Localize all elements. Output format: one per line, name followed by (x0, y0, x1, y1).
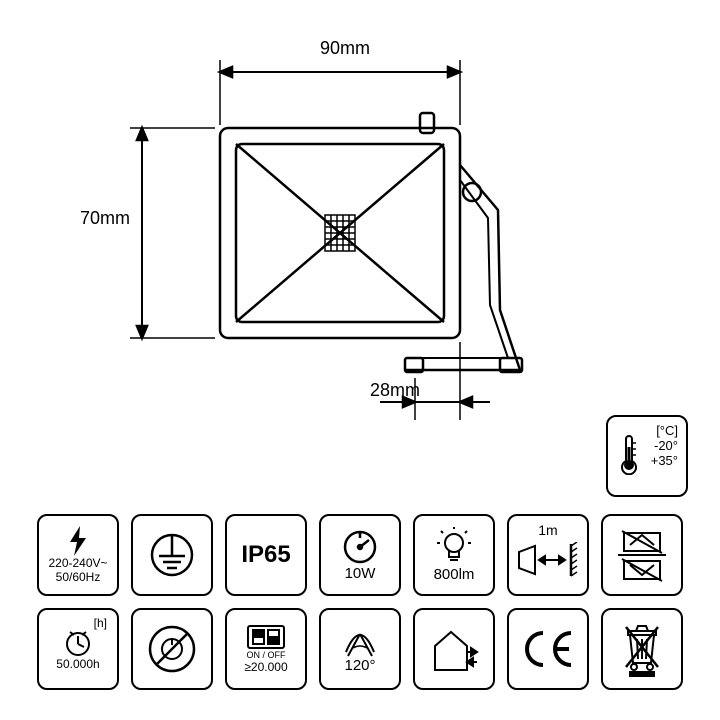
spec-beam-angle: 120° (319, 608, 401, 690)
spec-no-dimmer (131, 608, 213, 690)
technical-drawing: 90mm 70mm 28mm (0, 0, 720, 430)
spec-ip-rating: IP65 (225, 514, 307, 596)
spec-switch-cycles: ON / OFF ≥20.000 (225, 608, 307, 690)
distance-text: 1m (538, 522, 557, 538)
spec-weee (601, 608, 683, 690)
spec-lifetime: [h] 50.000h (37, 608, 119, 690)
switch-onoff-text: ON / OFF (247, 650, 286, 660)
wattage-text: 10W (345, 566, 376, 583)
spec-wattage: 10W (319, 514, 401, 596)
spec-voltage: 220-240V~ 50/60Hz (37, 514, 119, 596)
lumens-text: 800lm (434, 567, 475, 584)
ip-rating-text: IP65 (241, 541, 290, 569)
spec-earth (131, 514, 213, 596)
lifetime-unit: [h] (94, 616, 107, 630)
dim-height: 70mm (80, 208, 130, 229)
temp-unit: [°C] (651, 423, 678, 438)
switch-cycles-text: ≥20.000 (244, 660, 287, 674)
specs-grid: 220-240V~ 50/60Hz IP65 10W (37, 514, 683, 690)
spec-lumens: 800lm (413, 514, 495, 596)
spec-voltage-v: 220-240V~ (48, 556, 107, 570)
spec-outdoor (413, 608, 495, 690)
temp-max: +35° (651, 453, 678, 468)
lifetime-text: 50.000h (56, 657, 99, 671)
temp-min: -20° (651, 438, 678, 453)
spec-voltage-hz: 50/60Hz (56, 570, 101, 584)
dim-bracket: 28mm (370, 380, 420, 401)
spec-ce-mark (507, 608, 589, 690)
dim-width: 90mm (320, 38, 370, 59)
beam-angle-text: 120° (344, 658, 375, 675)
spec-distance: 1m (507, 514, 589, 596)
spec-temperature: [°C] -20° +35° (606, 415, 688, 497)
spec-no-cover (601, 514, 683, 596)
